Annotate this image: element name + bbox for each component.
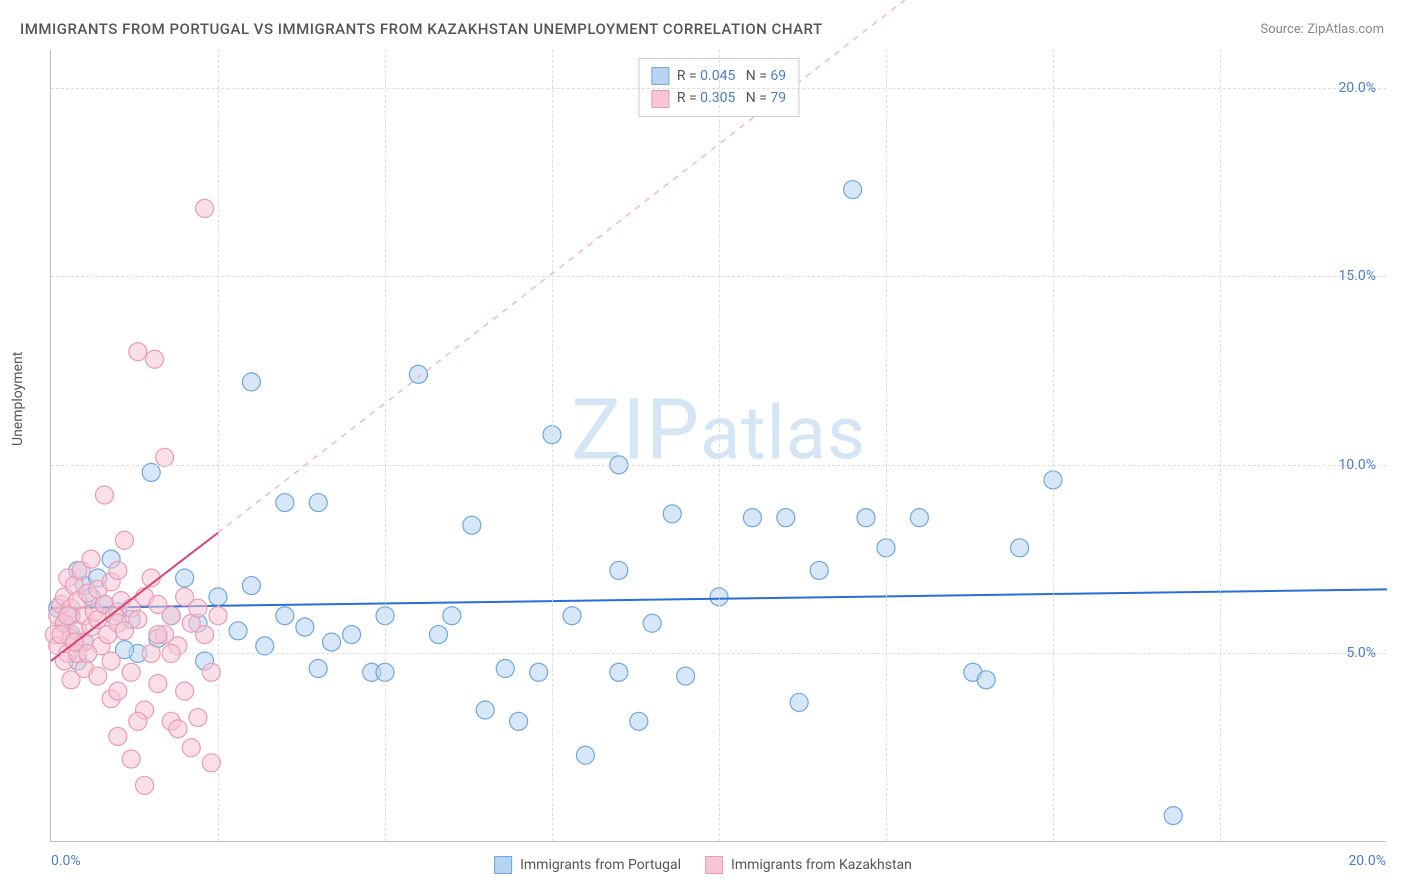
data-point xyxy=(122,750,140,768)
data-point xyxy=(129,610,147,628)
data-point xyxy=(977,671,995,689)
data-point xyxy=(136,776,154,794)
data-point xyxy=(610,663,628,681)
data-point xyxy=(530,663,548,681)
data-point xyxy=(276,494,294,512)
data-point xyxy=(189,709,207,727)
data-point xyxy=(777,509,795,527)
data-point xyxy=(476,701,494,719)
data-point xyxy=(429,626,447,644)
legend-stat-text: R = 0.305 N = 79 xyxy=(677,87,786,109)
gridline-v xyxy=(552,50,553,841)
data-point xyxy=(563,607,581,625)
data-point xyxy=(810,561,828,579)
y-tick-label: 10.0% xyxy=(1338,457,1376,473)
data-point xyxy=(59,607,77,625)
data-point xyxy=(323,633,341,651)
data-point xyxy=(463,516,481,534)
chart-plot-area: ZIPatlas R = 0.045 N = 69R = 0.305 N = 7… xyxy=(50,50,1386,842)
x-tick-label: 0.0% xyxy=(51,853,81,869)
legend-stat-text: R = 0.045 N = 69 xyxy=(677,65,786,87)
data-point xyxy=(169,720,187,738)
data-point xyxy=(122,663,140,681)
data-point xyxy=(496,660,514,678)
data-point xyxy=(790,693,808,711)
data-point xyxy=(276,607,294,625)
x-tick-label: 20.0% xyxy=(1348,853,1386,869)
legend-swatch xyxy=(494,856,512,874)
data-point xyxy=(630,712,648,730)
data-point xyxy=(146,350,164,368)
data-point xyxy=(857,509,875,527)
gridline-v xyxy=(1053,50,1054,841)
gridline-v xyxy=(385,50,386,841)
data-point xyxy=(95,486,113,504)
data-point xyxy=(743,509,761,527)
legend-swatch xyxy=(651,90,669,108)
data-point xyxy=(510,712,528,730)
data-point xyxy=(196,199,214,217)
data-point xyxy=(129,712,147,730)
legend-swatch xyxy=(651,67,669,85)
data-point xyxy=(182,739,200,757)
data-point xyxy=(844,181,862,199)
gridline-v xyxy=(1220,50,1221,841)
data-point xyxy=(296,618,314,636)
y-tick-label: 20.0% xyxy=(1338,80,1376,96)
data-point xyxy=(309,660,327,678)
data-point xyxy=(115,531,133,549)
data-point xyxy=(610,561,628,579)
data-point xyxy=(229,622,247,640)
data-point xyxy=(89,667,107,685)
data-point xyxy=(149,675,167,693)
data-point xyxy=(256,637,274,655)
data-point xyxy=(176,569,194,587)
y-axis-label: Unemployment xyxy=(10,352,26,446)
data-point xyxy=(409,365,427,383)
legend-series-label: Immigrants from Kazakhstan xyxy=(731,857,912,873)
gridline-v xyxy=(218,50,219,841)
legend-series-label: Immigrants from Portugal xyxy=(520,857,681,873)
data-point xyxy=(82,550,100,568)
data-point xyxy=(196,626,214,644)
data-point xyxy=(242,577,260,595)
data-point xyxy=(142,463,160,481)
series-legend: Immigrants from Portugal Immigrants from … xyxy=(494,856,912,874)
legend-series-item: Immigrants from Portugal xyxy=(494,856,681,874)
data-point xyxy=(176,682,194,700)
chart-title: IMMIGRANTS FROM PORTUGAL VS IMMIGRANTS F… xyxy=(20,20,823,38)
data-point xyxy=(109,682,127,700)
data-point xyxy=(242,373,260,391)
legend-swatch xyxy=(705,856,723,874)
data-point xyxy=(677,667,695,685)
data-point xyxy=(156,448,174,466)
y-tick-label: 5.0% xyxy=(1346,645,1376,661)
data-point xyxy=(129,343,147,361)
data-point xyxy=(1011,539,1029,557)
data-point xyxy=(109,727,127,745)
data-point xyxy=(1164,807,1182,825)
y-tick-label: 15.0% xyxy=(1338,268,1376,284)
gridline-v xyxy=(719,50,720,841)
data-point xyxy=(189,599,207,617)
data-point xyxy=(643,614,661,632)
data-point xyxy=(910,509,928,527)
data-point xyxy=(109,561,127,579)
legend-series-item: Immigrants from Kazakhstan xyxy=(705,856,912,874)
data-point xyxy=(663,505,681,523)
data-point xyxy=(576,746,594,764)
regression-line-dashed xyxy=(218,0,986,533)
data-point xyxy=(443,607,461,625)
data-point xyxy=(162,607,180,625)
data-point xyxy=(343,626,361,644)
source-attribution: Source: ZipAtlas.com xyxy=(1260,22,1384,37)
data-point xyxy=(149,626,167,644)
data-point xyxy=(102,652,120,670)
data-point xyxy=(309,494,327,512)
gridline-v xyxy=(886,50,887,841)
